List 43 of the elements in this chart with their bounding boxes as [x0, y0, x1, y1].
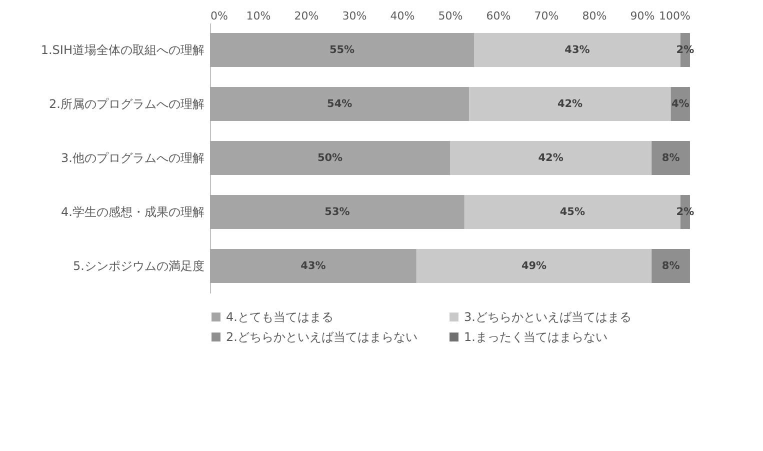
x-tick-label: 40%: [390, 10, 415, 22]
data-label: 43%: [300, 260, 326, 272]
bar: [210, 249, 416, 283]
x-tick-label: 20%: [294, 10, 319, 22]
x-tick-label: 30%: [342, 10, 367, 22]
data-label: 8%: [662, 152, 680, 164]
data-label: 4%: [671, 98, 690, 110]
bar: [652, 141, 690, 175]
x-tick-label: 50%: [438, 10, 463, 22]
data-label: 8%: [662, 260, 680, 272]
data-label: 55%: [329, 44, 356, 56]
data-label: 42%: [538, 152, 564, 164]
data-label: 54%: [327, 98, 353, 110]
bar: [210, 33, 474, 67]
legend-label: 1.まったく当てはまらない: [464, 330, 608, 344]
bar: [450, 141, 652, 175]
x-tick-label: 60%: [486, 10, 511, 22]
data-label: 45%: [560, 206, 586, 218]
bar: [210, 141, 450, 175]
y-tick-label: 2.所属のプログラムへの理解: [49, 97, 204, 111]
data-label: 50%: [317, 152, 344, 164]
bar: [416, 249, 652, 283]
y-tick-label: 1.SIH道場全体の取組への理解: [40, 43, 204, 57]
y-tick-label: 4.学生の感想・成果の理解: [61, 205, 204, 219]
data-label: 43%: [564, 44, 590, 56]
x-tick-label: 90%: [630, 10, 655, 22]
x-tick-label: 100%: [659, 10, 690, 22]
data-label: 53%: [324, 206, 350, 218]
legend-label: 4.とても当てはまる: [226, 310, 334, 324]
data-label: 42%: [557, 98, 584, 110]
x-tick-label: 80%: [582, 10, 607, 22]
data-label: 49%: [521, 260, 548, 272]
bar: [469, 87, 671, 121]
bar: [652, 249, 690, 283]
legend-label: 3.どちらかといえば当てはまる: [464, 310, 632, 324]
x-tick-label: 10%: [246, 10, 271, 22]
x-tick-label: 70%: [534, 10, 559, 22]
y-tick-label: 3.他のプログラムへの理解: [61, 151, 204, 165]
bar: [210, 195, 464, 229]
bar: [210, 87, 470, 121]
y-tick-label: 5.シンポジウムの満足度: [73, 259, 204, 273]
x-tick-label: 0%: [210, 10, 228, 22]
legend-label: 2.どちらかといえば当てはまらない: [226, 330, 418, 344]
